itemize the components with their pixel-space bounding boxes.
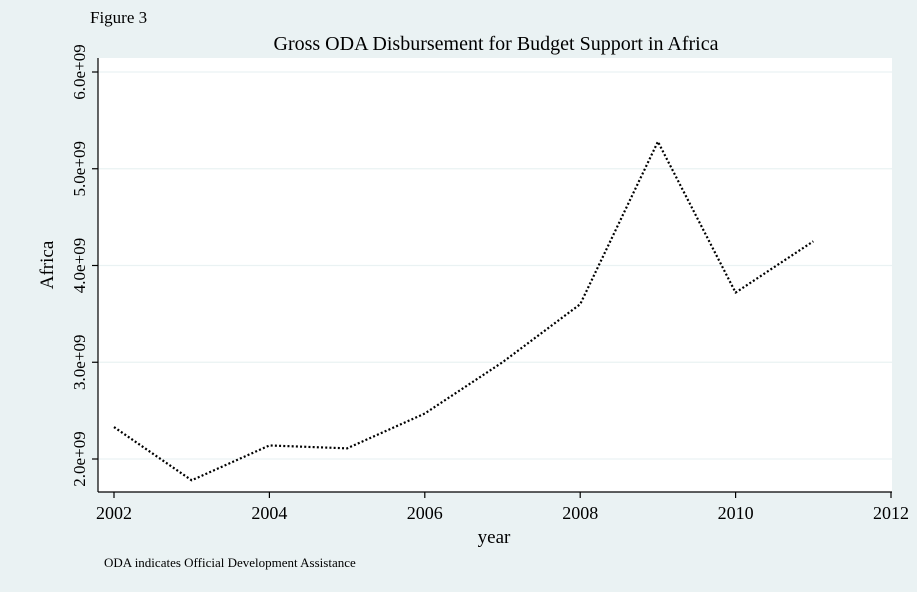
- y-tick-label: 6.0e+09: [70, 44, 89, 99]
- gridlines: [98, 71, 892, 460]
- plot-area: [98, 58, 892, 492]
- x-tick-label: 2006: [407, 503, 443, 523]
- x-tick-label: 2012: [873, 503, 909, 523]
- x-tick-label: 2008: [562, 503, 598, 523]
- y-axis: 2.0e+09 3.0e+09 4.0e+09 5.0e+09 6.0e+09: [70, 44, 99, 492]
- x-axis: 2002 2004 2006 2008 2010 2012: [96, 491, 909, 523]
- series-group: [113, 140, 814, 482]
- y-tick-label: 2.0e+09: [70, 431, 89, 486]
- y-tick-label: 3.0e+09: [70, 335, 89, 390]
- y-tick-label: 5.0e+09: [70, 141, 89, 196]
- y-tick-label: 4.0e+09: [70, 238, 89, 293]
- chart-title: Gross ODA Disbursement for Budget Suppor…: [274, 33, 719, 55]
- footnote: ODA indicates Official Development Assis…: [104, 555, 356, 570]
- figure-label: Figure 3: [90, 8, 147, 27]
- x-axis-label: year: [478, 527, 511, 548]
- x-tick-label: 2004: [251, 503, 287, 523]
- x-tick-label: 2002: [96, 503, 132, 523]
- y-axis-label: Africa: [37, 240, 58, 289]
- x-tick-label: 2010: [718, 503, 754, 523]
